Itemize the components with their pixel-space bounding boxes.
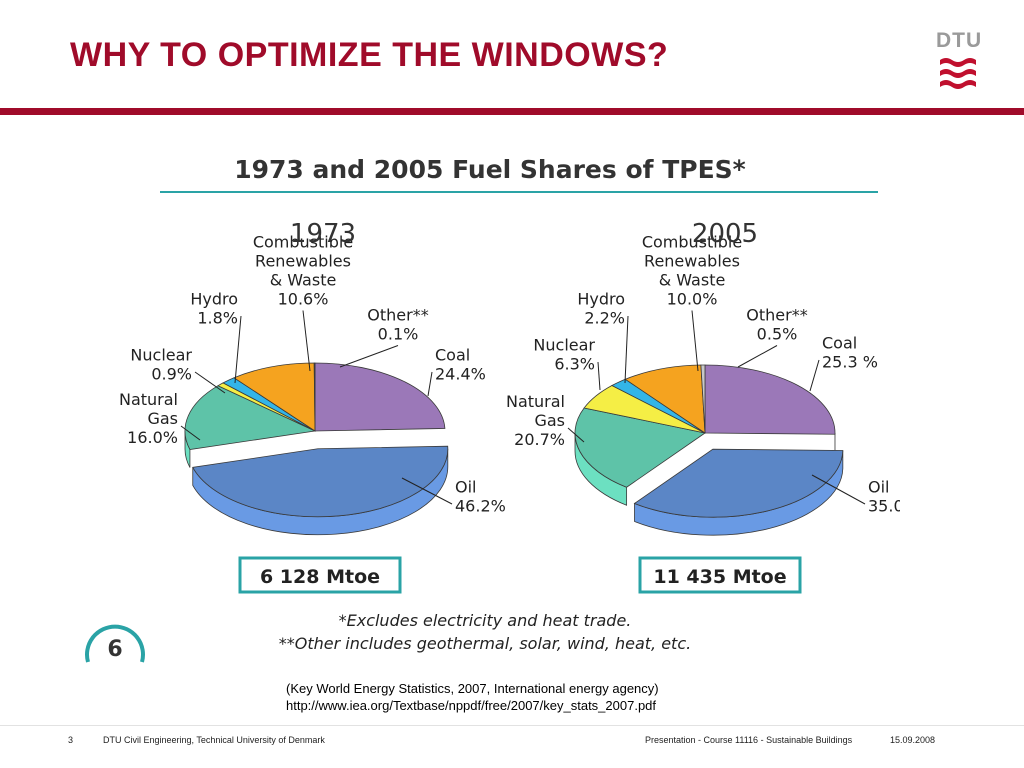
leader-2005-2 [567,427,585,443]
label-1973-1-0: Oil [455,478,476,497]
label-2005-2-0: Natural [506,392,565,411]
leader-2005-0 [809,359,820,392]
leader-1973-0 [427,371,433,397]
label-1973-2-2: 16.0% [127,428,178,447]
source-citation: (Key World Energy Statistics, 2007, Inte… [286,680,659,714]
total-2005: 11 435 Mtoe [653,566,786,588]
label-2005-0-0: Coal [822,334,857,353]
label-1973-5-3: 10.6% [278,290,329,309]
slice-2005-oil [633,448,844,518]
footer-divider [0,725,1024,726]
chart-title: 1973 and 2005 Fuel Shares of TPES* [234,155,746,184]
label-2005-5-3: 10.0% [667,290,718,309]
leader-1973-3 [194,371,226,394]
title-rule [0,108,1024,115]
label-1973-2-1: Gas [147,409,178,428]
leader-1973-1 [401,477,453,505]
leader-2005-6 [737,345,778,368]
slice-2005-other- [700,364,706,434]
label-2005-1-1: 35.0% [868,497,900,516]
footnote-1: *Excludes electricity and heat trade. [339,611,632,630]
label-1973-3-0: Nuclear [130,346,192,365]
label-1973-4-1: 1.8% [197,309,238,328]
fuel-shares-chart: 1973 and 2005 Fuel Shares of TPES* Coal 24… [80,140,900,670]
year-label-1973: 1973 [290,219,356,249]
dtu-waves-icon [940,58,976,89]
label-2005-3-0: Nuclear [533,336,595,355]
label-1973-5-1: Renewables [255,252,351,271]
label-2005-5-2: & Waste [659,271,726,290]
footer-date: 15.09.2008 [890,735,936,745]
slice-1973-oil [192,445,449,518]
label-1973-4-0: Hydro [190,290,238,309]
leader-1973-4 [234,315,242,384]
label-2005-0-1: 25.3 % [822,353,878,372]
total-box-1973 [238,556,402,594]
label-1973-1-1: 46.2% [455,497,506,516]
label-2005-5-0: Combustible [642,233,742,252]
footer-presentation: Presentation - Course 11116 - Sustainabl… [645,735,853,745]
slice-2005-combustible-renewables-waste [624,364,706,434]
label-1973-5-2: & Waste [270,271,337,290]
slide-title: WHY TO OPTIMIZE THE WINDOWS? [70,36,669,74]
chart-svg: 1973 and 2005 Fuel Shares of TPES*Coal24… [85,155,900,663]
leader-1973-5 [302,310,311,372]
leader-1973-6 [339,345,399,368]
label-2005-2-2: 20.7% [514,430,565,449]
label-2005-5-1: Renewables [644,252,740,271]
label-2005-4-0: Hydro [577,290,625,309]
year-label-2005: 2005 [692,219,758,249]
label-2005-2-1: Gas [534,411,565,430]
label-1973-0-0: Coal [435,346,470,365]
label-1973-5-0: Combustible [253,233,353,252]
label-2005-6-0: Other** [746,306,807,325]
pie-2005 [567,310,866,536]
leader-2005-5 [691,310,699,372]
label-1973-3-1: 0.9% [151,365,192,384]
label-1973-6-0: Other** [367,306,428,325]
slice-2005-coal [704,364,836,435]
slice-2005-natural-gas [574,407,706,488]
footnote-2: **Other includes geothermal, solar, wind… [279,634,691,653]
page-badge-ring [85,624,145,663]
slice-1973-other- [313,362,316,432]
leader-2005-1 [811,474,866,505]
label-2005-3-1: 6.3% [554,355,595,374]
label-2005-1-0: Oil [868,478,889,497]
footer-page-number: 3 [68,735,74,745]
label-1973-6-1: 0.1% [378,325,419,344]
source-line-1: (Key World Energy Statistics, 2007, Inte… [286,681,659,696]
label-2005-6-1: 0.5% [757,325,798,344]
logo-text: DTU [936,29,983,52]
total-box-2005 [638,556,802,594]
total-1973: 6 128 Mtoe [260,566,380,588]
label-1973-2-0: Natural [119,390,178,409]
footer-organization: DTU Civil Engineering, Technical Univers… [103,735,325,745]
pie-1973 [180,310,453,536]
leader-1973-2 [180,425,201,441]
page-badge: 6 [107,637,122,662]
slice-1973-coal [314,362,446,432]
leader-2005-4 [624,315,629,384]
dtu-logo: DTU [936,29,983,92]
source-line-2: http://www.iea.org/Textbase/nppdf/free/2… [286,698,657,713]
label-1973-0-1: 24.4% [435,365,486,384]
slice-1973-combustible-renewables-waste [233,362,316,432]
leader-2005-3 [597,361,601,391]
label-2005-4-1: 2.2% [584,309,625,328]
slice-1973-natural-gas [184,385,317,450]
